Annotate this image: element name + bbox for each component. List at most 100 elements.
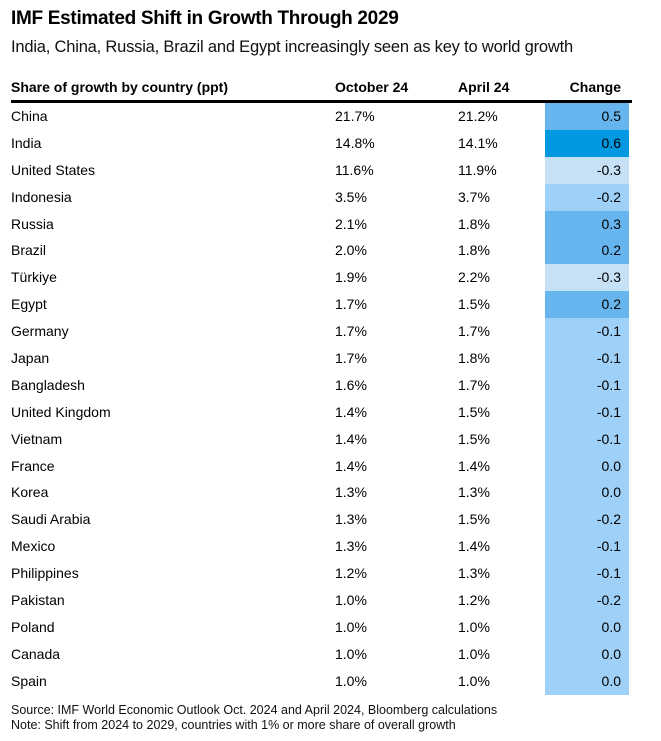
- change-cell: -0.2: [545, 183, 629, 211]
- country-cell: Spain: [11, 672, 47, 689]
- table-row: China 21.7% 21.2% 0.5: [11, 103, 632, 130]
- april-value-cell: 14.1%: [458, 134, 498, 151]
- table-row: France 1.4% 1.4% 0.0: [11, 452, 632, 480]
- change-cell: -0.1: [545, 371, 629, 399]
- change-value: -0.1: [596, 350, 621, 367]
- change-cell: -0.1: [545, 318, 629, 346]
- april-value-cell: 1.4%: [458, 457, 490, 474]
- april-value-cell: 1.5%: [458, 403, 490, 420]
- change-cell: 0.0: [545, 667, 629, 695]
- change-value: 0.6: [601, 134, 621, 151]
- country-cell: Brazil: [11, 242, 47, 259]
- april-value-cell: 21.2%: [458, 108, 498, 124]
- october-value-cell: 1.7%: [335, 323, 367, 340]
- october-value-cell: 1.0%: [335, 592, 367, 609]
- table-row: Saudi Arabia 1.3% 1.5% -0.2: [11, 506, 632, 534]
- october-value-cell: 1.2%: [335, 565, 367, 582]
- table-row: Germany 1.7% 1.7% -0.1: [11, 318, 632, 346]
- change-value: -0.3: [596, 269, 621, 286]
- change-value: -0.1: [596, 430, 621, 447]
- change-cell: -0.3: [545, 156, 629, 184]
- change-value: 0.5: [601, 108, 621, 124]
- change-value: 0.2: [601, 296, 621, 313]
- april-value-cell: 1.2%: [458, 592, 490, 609]
- table-row: Spain 1.0% 1.0% 0.0: [11, 667, 632, 695]
- country-cell: Bangladesh: [11, 376, 85, 393]
- change-value: 0.0: [601, 645, 621, 662]
- growth-table: Share of growth by country (ppt) October…: [11, 76, 632, 695]
- april-value-cell: 1.5%: [458, 511, 490, 528]
- october-value-cell: 1.0%: [335, 672, 367, 689]
- table-row: Canada 1.0% 1.0% 0.0: [11, 640, 632, 668]
- change-value: -0.2: [596, 592, 621, 609]
- october-value-cell: 2.1%: [335, 215, 367, 232]
- october-value-cell: 1.4%: [335, 430, 367, 447]
- table-row: Philippines 1.2% 1.3% -0.1: [11, 560, 632, 588]
- table-row: Brazil 2.0% 1.8% 0.2: [11, 237, 632, 265]
- country-cell: United States: [11, 161, 96, 178]
- change-cell: -0.2: [545, 587, 629, 614]
- change-value: -0.1: [596, 538, 621, 555]
- country-cell: Vietnam: [11, 430, 63, 447]
- change-cell: 0.0: [545, 640, 629, 668]
- change-cell: 0.0: [545, 452, 629, 480]
- april-value-cell: 2.2%: [458, 269, 490, 286]
- april-value-cell: 1.8%: [458, 215, 490, 232]
- april-value-cell: 1.8%: [458, 350, 490, 367]
- october-value-cell: 3.5%: [335, 188, 367, 205]
- change-value: -0.2: [596, 188, 621, 205]
- table-body: China 21.7% 21.2% 0.5 India 14.8% 14.1% 0.6 Unit…: [11, 103, 632, 695]
- april-value-cell: 1.3%: [458, 565, 490, 582]
- header-october: October 24: [335, 79, 409, 95]
- change-cell: -0.3: [545, 264, 629, 292]
- table-row: Mexico 1.3% 1.4% -0.1: [11, 533, 632, 561]
- change-cell: -0.2: [545, 506, 629, 534]
- country-cell: United Kingdom: [11, 403, 111, 420]
- country-cell: Egypt: [11, 296, 47, 313]
- october-value-cell: 1.4%: [335, 403, 367, 420]
- october-value-cell: 2.0%: [335, 242, 367, 259]
- october-value-cell: 21.7%: [335, 108, 375, 124]
- country-cell: Indonesia: [11, 188, 72, 205]
- change-cell: 0.0: [545, 613, 629, 641]
- change-value: 0.0: [601, 672, 621, 689]
- change-cell: 0.0: [545, 479, 629, 507]
- table-row: India 14.8% 14.1% 0.6: [11, 129, 632, 157]
- change-value: 0.2: [601, 242, 621, 259]
- country-cell: France: [11, 457, 55, 474]
- change-value: -0.3: [596, 161, 621, 178]
- country-cell: Philippines: [11, 565, 79, 582]
- october-value-cell: 1.4%: [335, 457, 367, 474]
- change-cell: 0.3: [545, 210, 629, 238]
- table-row: United Kingdom 1.4% 1.5% -0.1: [11, 398, 632, 426]
- chart-title: IMF Estimated Shift in Growth Through 20…: [11, 8, 399, 29]
- change-value: 0.0: [601, 484, 621, 501]
- change-cell: 0.5: [545, 103, 629, 130]
- table-row: United States 11.6% 11.9% -0.3: [11, 156, 632, 184]
- change-cell: -0.1: [545, 398, 629, 426]
- change-cell: -0.1: [545, 345, 629, 372]
- april-value-cell: 1.5%: [458, 296, 490, 313]
- change-value: -0.1: [596, 323, 621, 340]
- change-cell: -0.1: [545, 533, 629, 561]
- country-cell: India: [11, 134, 42, 151]
- change-cell: -0.1: [545, 425, 629, 453]
- header-country: Share of growth by country (ppt): [11, 79, 228, 95]
- country-cell: Saudi Arabia: [11, 511, 91, 528]
- country-cell: Korea: [11, 484, 49, 501]
- april-value-cell: 1.5%: [458, 430, 490, 447]
- october-value-cell: 14.8%: [335, 134, 375, 151]
- table-row: Japan 1.7% 1.8% -0.1: [11, 345, 632, 372]
- change-value: 0.3: [601, 215, 621, 232]
- country-cell: Pakistan: [11, 592, 65, 609]
- october-value-cell: 1.3%: [335, 484, 367, 501]
- country-cell: Türkiye: [11, 269, 57, 286]
- source-note: Source: IMF World Economic Outlook Oct. …: [11, 703, 498, 717]
- october-value-cell: 11.6%: [335, 161, 374, 178]
- table-row: Türkiye 1.9% 2.2% -0.3: [11, 264, 632, 292]
- table-row: Egypt 1.7% 1.5% 0.2: [11, 291, 632, 319]
- table-header: Share of growth by country (ppt) October…: [11, 76, 632, 103]
- change-value: -0.2: [596, 511, 621, 528]
- country-cell: Japan: [11, 350, 50, 367]
- april-value-cell: 3.7%: [458, 188, 490, 205]
